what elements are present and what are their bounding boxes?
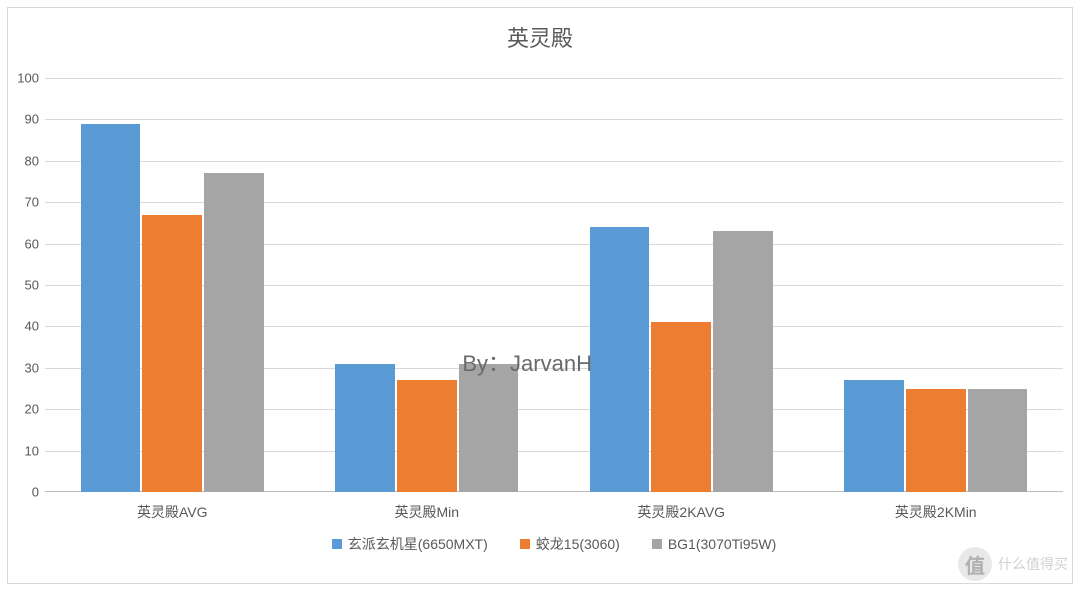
y-tick-label: 90 bbox=[25, 112, 39, 127]
watermark-text: By：JarvanH bbox=[462, 346, 592, 378]
y-tick-label: 40 bbox=[25, 319, 39, 334]
watermark-badge-icon: 值 bbox=[958, 547, 992, 581]
gridline bbox=[45, 202, 1063, 203]
legend-item: BG1(3070Ti95W) bbox=[652, 536, 776, 552]
gridline bbox=[45, 119, 1063, 120]
bar bbox=[590, 227, 650, 492]
legend-label: 玄派玄机星(6650MXT) bbox=[348, 534, 488, 554]
legend-swatch bbox=[652, 539, 662, 549]
legend: 玄派玄机星(6650MXT) 蛟龙15(3060) BG1(3070Ti95W) bbox=[45, 534, 1063, 554]
bar bbox=[968, 389, 1028, 493]
y-tick-label: 60 bbox=[25, 236, 39, 251]
y-tick-label: 0 bbox=[32, 485, 39, 500]
legend-swatch bbox=[332, 539, 342, 549]
watermark-badge-text: 什么值得买 bbox=[998, 554, 1068, 574]
bar bbox=[397, 380, 457, 492]
bar bbox=[844, 380, 904, 492]
bar bbox=[459, 364, 519, 492]
legend-label: BG1(3070Ti95W) bbox=[668, 536, 776, 552]
y-tick-label: 70 bbox=[25, 195, 39, 210]
bar bbox=[204, 173, 264, 492]
bar bbox=[81, 124, 141, 492]
x-category-label: 英灵殿2KMin bbox=[895, 502, 977, 522]
plot-area bbox=[45, 78, 1063, 492]
bar bbox=[713, 231, 773, 492]
legend-item: 玄派玄机星(6650MXT) bbox=[332, 534, 488, 554]
gridline bbox=[45, 161, 1063, 162]
y-tick-label: 30 bbox=[25, 360, 39, 375]
gridline bbox=[45, 78, 1063, 79]
y-tick-label: 10 bbox=[25, 443, 39, 458]
x-category-label: 英灵殿Min bbox=[394, 502, 459, 522]
bar bbox=[906, 389, 966, 493]
bar bbox=[335, 364, 395, 492]
bar bbox=[651, 322, 711, 492]
legend-swatch bbox=[520, 539, 530, 549]
y-tick-label: 50 bbox=[25, 278, 39, 293]
watermark-badge: 值 什么值得买 bbox=[958, 547, 1068, 581]
legend-label: 蛟龙15(3060) bbox=[536, 534, 620, 554]
y-tick-label: 20 bbox=[25, 402, 39, 417]
chart-title: 英灵殿 bbox=[0, 21, 1080, 53]
y-tick-label: 80 bbox=[25, 153, 39, 168]
x-category-label: 英灵殿2KAVG bbox=[637, 502, 725, 522]
legend-item: 蛟龙15(3060) bbox=[520, 534, 620, 554]
y-tick-label: 100 bbox=[17, 71, 39, 86]
x-category-label: 英灵殿AVG bbox=[137, 502, 208, 522]
bar bbox=[142, 215, 202, 492]
